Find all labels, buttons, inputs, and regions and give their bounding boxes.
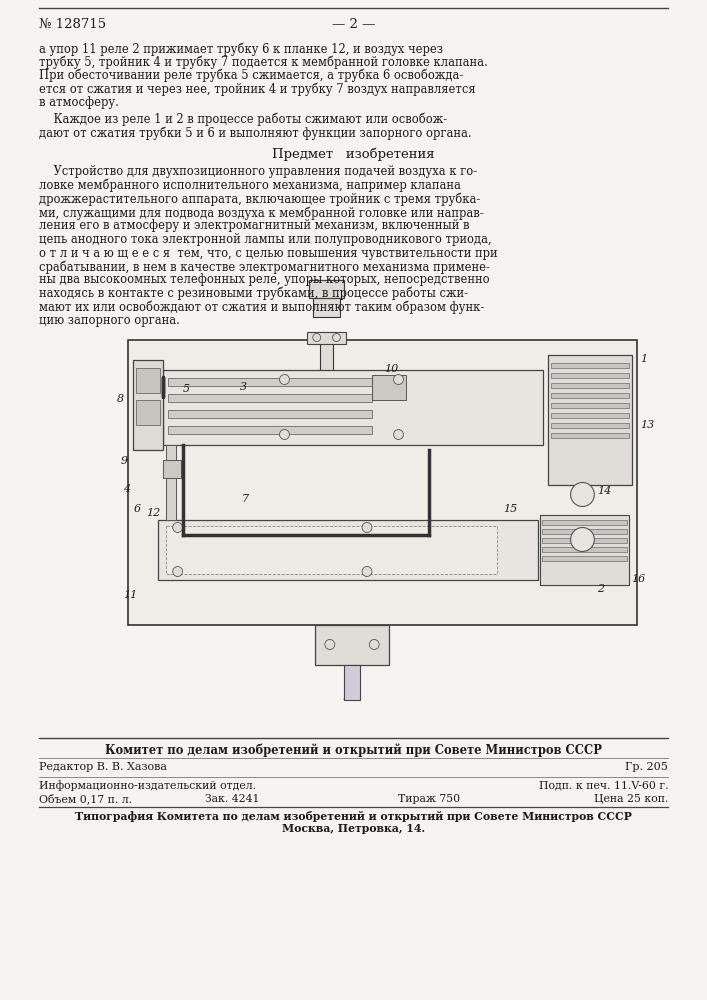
Text: Информационно-издательский отдел.: Информационно-издательский отдел. bbox=[40, 780, 257, 791]
Text: 12: 12 bbox=[146, 508, 160, 518]
Bar bbox=[133, 360, 163, 450]
Bar bbox=[344, 664, 360, 700]
Text: Типография Комитета по делам изобретений и открытий при Совете Министров СССР: Типография Комитета по делам изобретений… bbox=[75, 812, 632, 822]
Bar bbox=[551, 412, 629, 418]
Bar bbox=[128, 340, 637, 624]
Circle shape bbox=[394, 374, 404, 384]
Bar bbox=[320, 332, 334, 371]
Text: 9: 9 bbox=[120, 456, 127, 466]
Bar bbox=[542, 538, 627, 542]
Text: 15: 15 bbox=[503, 504, 518, 514]
Text: 7: 7 bbox=[242, 494, 249, 504]
Bar bbox=[551, 382, 629, 387]
Text: ми, служащими для подвода воздуха к мембранной головке или направ-: ми, служащими для подвода воздуха к мемб… bbox=[40, 206, 484, 220]
Circle shape bbox=[571, 483, 595, 506]
Circle shape bbox=[369, 640, 379, 650]
Text: Каждое из реле 1 и 2 в процессе работы сжимают или освобож-: Каждое из реле 1 и 2 в процессе работы с… bbox=[40, 112, 448, 126]
Text: 11: 11 bbox=[123, 589, 138, 599]
Bar bbox=[542, 556, 627, 560]
Text: цепь анодного тока электронной лампы или полупроводникового триода,: цепь анодного тока электронной лампы или… bbox=[40, 233, 492, 246]
Bar bbox=[315, 624, 389, 664]
Text: ловке мембранного исполнительного механизма, например клапана: ловке мембранного исполнительного механи… bbox=[40, 179, 461, 192]
Bar bbox=[542, 520, 627, 524]
Text: Устройство для двухпозиционного управления подачей воздуха к го-: Устройство для двухпозиционного управлен… bbox=[40, 165, 477, 178]
Bar bbox=[163, 460, 180, 478]
Text: цию запорного органа.: цию запорного органа. bbox=[40, 314, 180, 327]
Bar bbox=[163, 369, 543, 444]
Text: 6: 6 bbox=[133, 504, 141, 514]
Text: мают их или освобождают от сжатия и выполняют таким образом функ-: мают их или освобождают от сжатия и выпо… bbox=[40, 300, 485, 314]
Bar bbox=[168, 377, 372, 385]
Bar bbox=[542, 546, 627, 552]
Bar bbox=[548, 355, 632, 485]
Text: При обесточивании реле трубка 5 сжимается, а трубка 6 освобожда-: При обесточивании реле трубка 5 сжимаетс… bbox=[40, 69, 464, 83]
Text: 8: 8 bbox=[117, 394, 124, 404]
Text: 16: 16 bbox=[631, 574, 645, 584]
Text: ны два высокоомных телефонных реле, упоры которых, непосредственно: ны два высокоомных телефонных реле, упор… bbox=[40, 273, 490, 286]
Bar bbox=[168, 426, 372, 434]
Text: 5: 5 bbox=[182, 384, 189, 394]
Text: 13: 13 bbox=[640, 420, 654, 430]
Text: Комитет по делам изобретений и открытий при Совете Министров СССР: Комитет по делам изобретений и открытий … bbox=[105, 744, 602, 757]
Circle shape bbox=[362, 522, 372, 532]
Bar bbox=[540, 514, 629, 584]
Circle shape bbox=[279, 430, 289, 440]
Text: срабатывании, в нем в качестве электромагнитного механизма примене-: срабатывании, в нем в качестве электрома… bbox=[40, 260, 490, 273]
Text: Предмет   изобретения: Предмет изобретения bbox=[272, 147, 435, 161]
Text: Цена 25 коп.: Цена 25 коп. bbox=[594, 794, 668, 804]
Text: Редактор В. В. Хазова: Редактор В. В. Хазова bbox=[40, 762, 168, 772]
Bar bbox=[551, 432, 629, 438]
Bar bbox=[136, 399, 160, 424]
Bar bbox=[551, 422, 629, 428]
Text: находясь в контакте с резиновыми трубками, в процессе работы сжи-: находясь в контакте с резиновыми трубкам… bbox=[40, 287, 469, 300]
Text: 4: 4 bbox=[123, 485, 131, 494]
Circle shape bbox=[332, 334, 340, 342]
Text: 2: 2 bbox=[597, 584, 604, 594]
Text: а упор 11 реле 2 прижимает трубку 6 к планке 12, и воздух через: а упор 11 реле 2 прижимает трубку 6 к пл… bbox=[40, 42, 443, 55]
Bar bbox=[551, 402, 629, 408]
Bar bbox=[136, 367, 160, 392]
Text: 14: 14 bbox=[597, 487, 612, 496]
Circle shape bbox=[173, 566, 182, 576]
Text: Москва, Петровка, 14.: Москва, Петровка, 14. bbox=[282, 824, 425, 834]
Bar bbox=[551, 372, 629, 377]
Circle shape bbox=[279, 374, 289, 384]
Bar bbox=[168, 393, 372, 401]
Bar bbox=[309, 279, 344, 298]
Circle shape bbox=[312, 334, 321, 342]
Bar bbox=[307, 332, 346, 344]
Text: № 128715: № 128715 bbox=[40, 18, 107, 31]
Text: 10: 10 bbox=[384, 364, 399, 374]
Circle shape bbox=[571, 528, 595, 552]
Bar bbox=[158, 520, 538, 580]
Bar bbox=[372, 374, 407, 399]
Text: — 2 —: — 2 — bbox=[332, 18, 375, 31]
Circle shape bbox=[362, 566, 372, 576]
Text: Зак. 4241: Зак. 4241 bbox=[205, 794, 259, 804]
Text: в атмосферу.: в атмосферу. bbox=[40, 96, 119, 109]
Text: ется от сжатия и через нее, тройник 4 и трубку 7 воздух направляется: ется от сжатия и через нее, тройник 4 и … bbox=[40, 83, 476, 96]
Text: Тираж 750: Тираж 750 bbox=[398, 794, 460, 804]
Bar bbox=[166, 526, 496, 574]
Text: Подп. к печ. 11.V-60 г.: Подп. к печ. 11.V-60 г. bbox=[539, 780, 668, 790]
Text: 1: 1 bbox=[640, 355, 647, 364]
Text: дают от сжатия трубки 5 и 6 и выполняют функции запорного органа.: дают от сжатия трубки 5 и 6 и выполняют … bbox=[40, 126, 472, 139]
Circle shape bbox=[325, 640, 334, 650]
Text: ления его в атмосферу и электромагнитный механизм, включенный в: ления его в атмосферу и электромагнитный… bbox=[40, 220, 470, 232]
Text: Гр. 205: Гр. 205 bbox=[626, 762, 668, 772]
Text: дрожжерастительного аппарата, включающее тройник с тремя трубка-: дрожжерастительного аппарата, включающее… bbox=[40, 192, 481, 206]
Bar bbox=[166, 444, 175, 520]
Text: 3: 3 bbox=[240, 381, 247, 391]
Bar bbox=[551, 362, 629, 367]
Circle shape bbox=[394, 430, 404, 440]
Text: трубку 5, тройник 4 и трубку 7 подается к мембранной головке клапана.: трубку 5, тройник 4 и трубку 7 подается … bbox=[40, 55, 488, 69]
Bar bbox=[551, 392, 629, 397]
Text: о т л и ч а ю щ е е с я  тем, что, с целью повышения чувствительности при: о т л и ч а ю щ е е с я тем, что, с цель… bbox=[40, 246, 498, 259]
Bar bbox=[312, 294, 340, 316]
Circle shape bbox=[173, 522, 182, 532]
Bar bbox=[168, 410, 372, 418]
Bar bbox=[542, 528, 627, 534]
Text: Объем 0,17 п. л.: Объем 0,17 п. л. bbox=[40, 794, 132, 804]
